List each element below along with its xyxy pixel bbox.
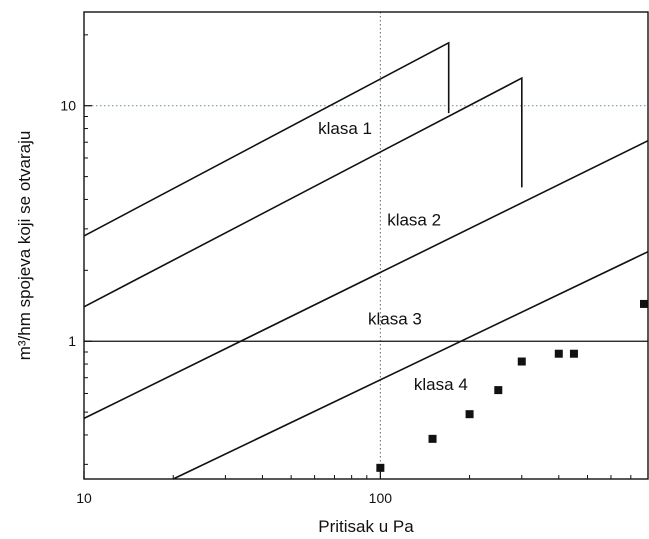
data-point — [465, 410, 474, 419]
class-label-2: klasa 2 — [387, 211, 441, 230]
data-point — [569, 349, 578, 358]
class-label-1: klasa 1 — [318, 119, 372, 138]
class-line-2 — [83, 76, 523, 308]
plot-frame — [83, 11, 649, 480]
y-tick-label: 10 — [60, 98, 76, 114]
plot-layer: klasa 1 klasa 2 klasa 3 klasa 4 10 100 1 10 Prit… — [15, 11, 649, 536]
class-label-3: klasa 3 — [368, 309, 422, 328]
data-point — [494, 386, 503, 395]
x-tick-label: 100 — [369, 490, 393, 506]
x-tick-label: 10 — [76, 490, 92, 506]
data-point — [640, 299, 648, 308]
class-line-4 — [172, 250, 649, 480]
data-point — [376, 463, 385, 472]
class-line-3 — [83, 139, 649, 420]
y-tick-label: 1 — [68, 333, 76, 349]
data-point — [554, 349, 563, 358]
x-axis-title: Pritisak u Pa — [318, 517, 414, 536]
data-point — [517, 357, 526, 366]
data-point — [428, 434, 437, 443]
class-label-4: klasa 4 — [414, 375, 468, 394]
y-axis-title: m³/hm spojeva koji se otvaraju — [15, 131, 34, 361]
class-line-1 — [83, 41, 450, 237]
